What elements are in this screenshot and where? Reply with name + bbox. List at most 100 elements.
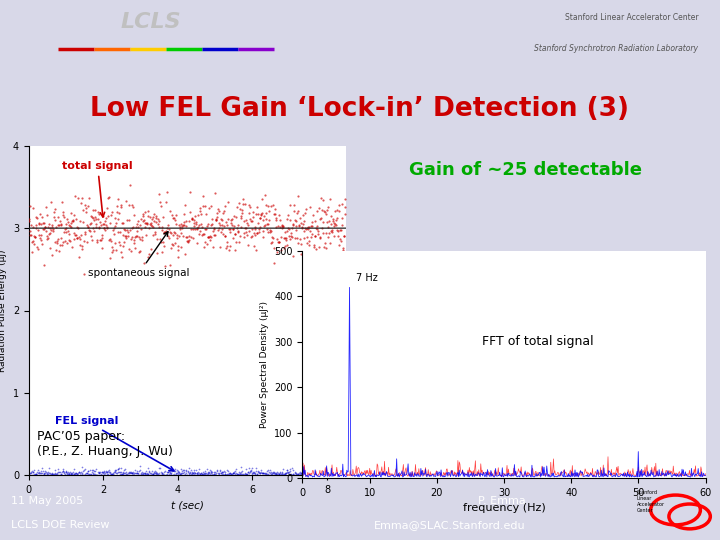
Point [40,469,51,477]
Point [305,227,316,235]
Point [217,468,229,476]
Point [35,219,47,228]
Point [194,470,206,479]
Point [217,469,228,478]
Point [102,467,114,476]
Point [187,225,199,233]
Point [322,469,333,477]
Point [258,469,270,478]
Point [80,470,91,479]
Point [138,469,150,477]
Point [63,470,74,478]
Point [299,217,310,225]
Point [272,469,284,477]
Point [43,464,55,472]
Point [112,207,123,216]
Point [251,470,262,479]
Point [178,468,189,476]
Point [120,471,132,480]
Point [262,470,274,479]
Point [41,470,53,479]
Point [80,204,91,212]
Point [292,208,303,217]
Point [24,470,35,479]
Point [157,470,168,478]
Point [147,469,158,478]
Point [284,216,296,225]
Point [121,469,132,478]
Point [199,202,211,211]
Point [312,230,324,239]
Point [264,468,276,477]
Point [304,202,315,211]
Point [104,467,115,476]
Point [197,471,209,480]
Point [202,220,213,228]
Point [63,468,75,477]
Point [304,466,315,475]
Point [148,217,160,226]
Point [305,467,316,475]
Point [71,223,82,232]
Point [167,231,179,240]
Point [315,194,327,202]
Point [140,207,151,216]
Point [158,470,170,479]
Point [314,232,325,241]
Point [37,471,48,480]
Point [70,469,81,477]
Point [29,240,40,248]
Point [65,468,76,477]
Point [294,469,306,478]
Point [258,222,270,231]
Point [173,470,184,478]
Point [338,232,349,240]
Point [312,226,324,235]
Point [265,470,276,478]
Point [148,223,159,232]
Point [91,470,103,479]
Point [233,471,244,480]
Point [204,470,215,478]
Point [318,469,329,477]
Point [125,468,136,477]
Point [66,470,77,478]
Point [153,471,164,480]
Point [294,468,305,476]
Point [255,222,266,231]
Point [230,465,242,474]
Point [174,224,186,233]
Point [294,249,306,258]
Point [271,470,283,478]
Point [210,471,221,480]
Point [315,214,326,223]
Point [281,465,292,474]
Point [253,210,264,218]
Point [238,470,250,479]
Point [125,234,137,243]
Point [261,220,273,228]
Point [217,209,229,218]
Point [161,470,172,479]
Point [258,469,269,478]
Point [320,470,332,478]
Point [252,228,264,237]
Point [154,464,166,472]
Point [264,215,275,224]
Point [36,471,48,480]
Point [72,470,84,479]
Point [284,225,295,234]
Point [333,241,345,249]
Point [302,223,313,232]
Point [144,212,156,221]
Point [194,470,206,478]
Point [109,468,121,476]
Point [191,239,202,248]
Point [103,466,114,475]
Point [130,232,142,241]
Point [175,229,186,238]
Point [339,195,351,204]
Point [45,469,57,478]
Point [172,246,184,254]
Point [331,206,343,214]
